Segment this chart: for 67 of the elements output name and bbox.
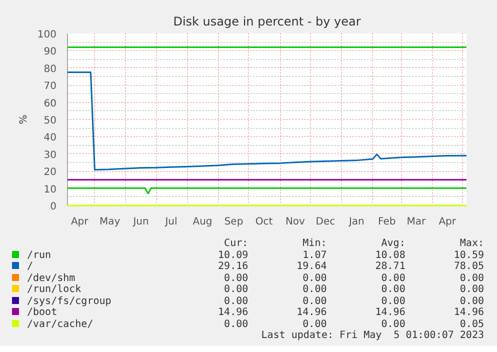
text: Min: bbox=[302, 238, 327, 250]
text: 0.00 bbox=[380, 272, 406, 284]
y-tick-label: 90 bbox=[44, 46, 57, 58]
text: 0.00 bbox=[380, 318, 406, 330]
y-tick-label: 80 bbox=[44, 64, 57, 75]
legend-label: /run bbox=[26, 250, 52, 261]
text: 19.64 bbox=[296, 261, 327, 272]
x-tick-label: Feb bbox=[378, 216, 396, 228]
text: 14.96 bbox=[374, 307, 406, 318]
x-tick-label: Jul bbox=[164, 216, 178, 228]
text: 0.00 bbox=[223, 272, 248, 284]
x-tick-label: Mar bbox=[406, 216, 426, 228]
text: 78.05 bbox=[452, 261, 484, 272]
text: Max: bbox=[458, 238, 484, 250]
text: 10.59 bbox=[452, 250, 484, 261]
text: 1.07 bbox=[302, 250, 327, 261]
x-tick-label: Apr bbox=[438, 216, 457, 228]
x-tick-label: May bbox=[99, 216, 120, 228]
text: 28.71 bbox=[374, 261, 406, 272]
legend-label: / bbox=[26, 261, 34, 272]
text: 0.00 bbox=[223, 318, 248, 330]
legend-label: /run/lock bbox=[26, 284, 82, 296]
y-tick-label: 30 bbox=[44, 150, 57, 161]
legend-label: /sys/fs/cgroup bbox=[26, 296, 112, 306]
text: 0.00 bbox=[458, 296, 484, 307]
text: 0.00 bbox=[302, 272, 327, 284]
text: Last update: Fri May 5 01:00:07 2023 bbox=[260, 330, 484, 342]
y-tick-label: 10 bbox=[44, 184, 57, 196]
text: 0.00 bbox=[380, 296, 406, 307]
y-tick-label: 70 bbox=[44, 81, 57, 92]
x-tick-label: Dec bbox=[316, 216, 336, 228]
text: 0.05 bbox=[458, 318, 484, 330]
text: 10.08 bbox=[374, 250, 406, 261]
y-tick-label: 50 bbox=[44, 116, 57, 126]
text: 14.96 bbox=[296, 307, 327, 318]
legend-label: /dev/shm bbox=[26, 272, 76, 284]
text: 0.00 bbox=[223, 296, 248, 307]
text: 29.16 bbox=[217, 261, 248, 272]
text: Cur: bbox=[223, 238, 248, 250]
text: 0.00 bbox=[380, 284, 406, 296]
legend-label: /boot bbox=[26, 307, 58, 318]
text: 0.00 bbox=[458, 272, 484, 284]
y-axis-title: % bbox=[18, 114, 30, 124]
text: 0.00 bbox=[223, 284, 248, 296]
x-tick-label: Aug bbox=[192, 216, 212, 228]
y-tick-label: 60 bbox=[44, 98, 57, 110]
x-tick-label: Nov bbox=[285, 216, 306, 228]
x-tick-label: Apr bbox=[70, 216, 90, 228]
text: Avg: bbox=[380, 238, 406, 250]
text: 10.09 bbox=[217, 250, 248, 261]
chart-title: Disk usage in percent - by year bbox=[173, 14, 361, 28]
text: 0.00 bbox=[302, 296, 327, 307]
text: 14.96 bbox=[452, 307, 484, 318]
legend-label: /var/cache/ bbox=[26, 318, 94, 330]
text: 0.00 bbox=[302, 318, 327, 330]
x-tick-label: Jan bbox=[348, 216, 364, 228]
y-tick-label: 100 bbox=[37, 30, 57, 40]
text: 0.00 bbox=[302, 284, 327, 296]
x-tick-label: Jun bbox=[132, 216, 149, 228]
y-tick-label: 0 bbox=[50, 202, 57, 212]
y-tick-label: 20 bbox=[44, 167, 57, 178]
x-tick-label: Oct bbox=[255, 216, 273, 228]
text: 0.00 bbox=[458, 284, 484, 296]
text: 14.96 bbox=[217, 307, 248, 318]
line-series bbox=[66, 71, 468, 170]
y-tick-label: 40 bbox=[44, 132, 57, 144]
x-tick-label: Sep bbox=[224, 216, 244, 228]
